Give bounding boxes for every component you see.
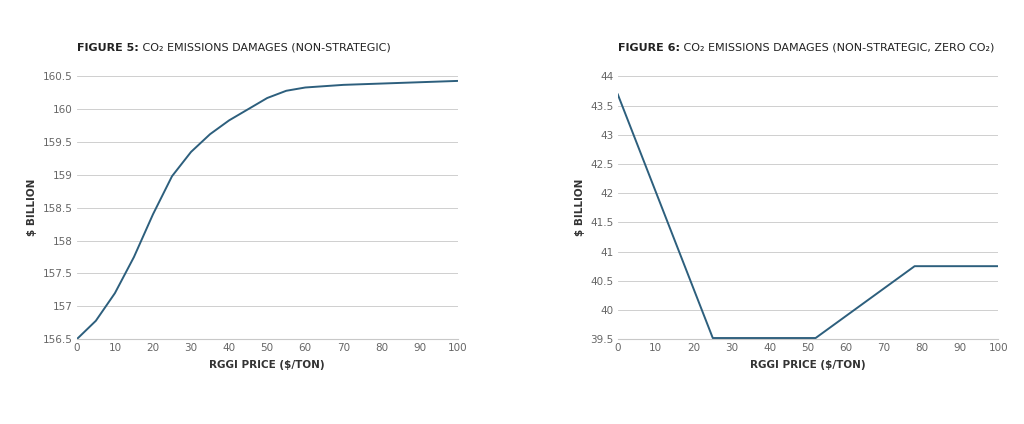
Text: CO₂ EMISSIONS DAMAGES (NON-STRATEGIC): CO₂ EMISSIONS DAMAGES (NON-STRATEGIC) [138,43,390,53]
Text: FIGURE 5:: FIGURE 5: [77,43,138,53]
Y-axis label: $ BILLION: $ BILLION [28,179,37,237]
Y-axis label: $ BILLION: $ BILLION [574,179,585,237]
Text: FIGURE 6:: FIGURE 6: [617,43,680,53]
X-axis label: RGGI PRICE ($/TON): RGGI PRICE ($/TON) [751,360,866,370]
Text: CO₂ EMISSIONS DAMAGES (NON-STRATEGIC, ZERO CO₂): CO₂ EMISSIONS DAMAGES (NON-STRATEGIC, ZE… [680,43,994,53]
X-axis label: RGGI PRICE ($/TON): RGGI PRICE ($/TON) [209,360,325,370]
